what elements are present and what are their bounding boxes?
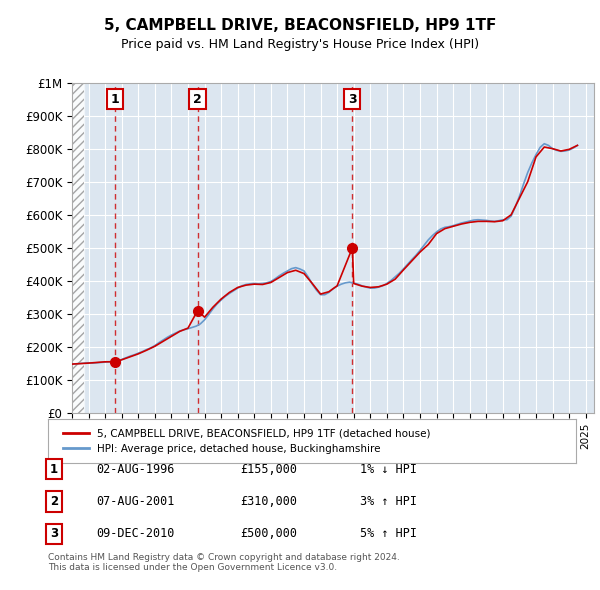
- Text: £500,000: £500,000: [240, 527, 297, 540]
- Legend: 5, CAMPBELL DRIVE, BEACONSFIELD, HP9 1TF (detached house), HPI: Average price, d: 5, CAMPBELL DRIVE, BEACONSFIELD, HP9 1TF…: [58, 424, 434, 458]
- Text: 5% ↑ HPI: 5% ↑ HPI: [360, 527, 417, 540]
- Text: 02-AUG-1996: 02-AUG-1996: [96, 463, 175, 476]
- Bar: [72, 83, 85, 413]
- Text: Price paid vs. HM Land Registry's House Price Index (HPI): Price paid vs. HM Land Registry's House …: [121, 38, 479, 51]
- Text: 3% ↑ HPI: 3% ↑ HPI: [360, 495, 417, 508]
- Bar: [72, 83, 85, 413]
- Text: 1: 1: [110, 93, 119, 106]
- Text: 1: 1: [50, 463, 58, 476]
- Text: 5, CAMPBELL DRIVE, BEACONSFIELD, HP9 1TF: 5, CAMPBELL DRIVE, BEACONSFIELD, HP9 1TF: [104, 18, 496, 32]
- Text: £155,000: £155,000: [240, 463, 297, 476]
- Text: 07-AUG-2001: 07-AUG-2001: [96, 495, 175, 508]
- Text: 2: 2: [193, 93, 202, 106]
- Text: 3: 3: [50, 527, 58, 540]
- Text: Contains HM Land Registry data © Crown copyright and database right 2024.
This d: Contains HM Land Registry data © Crown c…: [48, 553, 400, 572]
- Text: 2: 2: [50, 495, 58, 508]
- Text: 1% ↓ HPI: 1% ↓ HPI: [360, 463, 417, 476]
- Text: £310,000: £310,000: [240, 495, 297, 508]
- Text: 09-DEC-2010: 09-DEC-2010: [96, 527, 175, 540]
- Text: 3: 3: [348, 93, 357, 106]
